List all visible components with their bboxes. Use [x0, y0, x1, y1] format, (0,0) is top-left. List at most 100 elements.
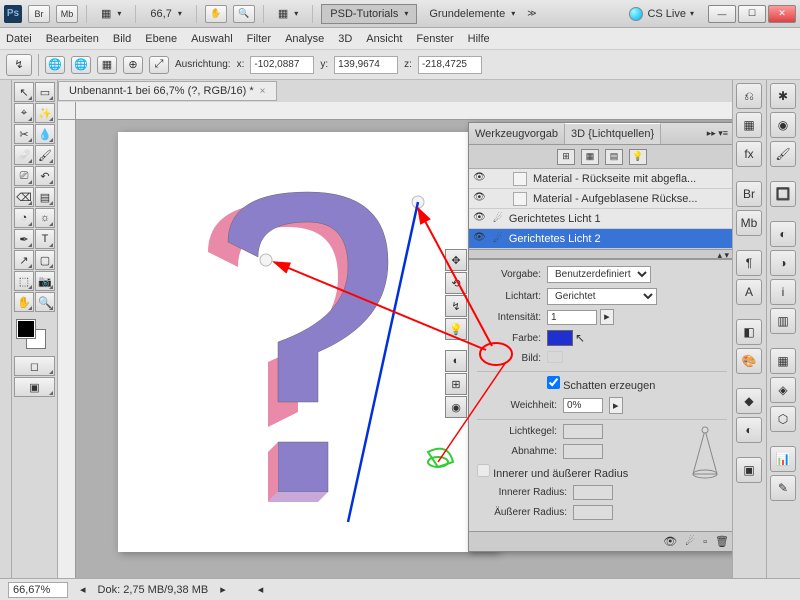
lichtart-select[interactable]: Gerichtet: [547, 288, 657, 305]
intensitat-input[interactable]: [547, 310, 597, 325]
more-icon[interactable]: ≫: [527, 8, 536, 19]
workspace-dropdown[interactable]: PSD-Tutorials: [321, 4, 417, 24]
minibridge-button[interactable]: Mb: [56, 5, 78, 23]
panel2-icon-6[interactable]: ◑: [770, 250, 796, 276]
panel2-icon-2[interactable]: ◉: [770, 112, 796, 138]
panel-icon-8[interactable]: ◧: [736, 319, 762, 345]
panel-icon-1[interactable]: ⎌: [736, 83, 762, 109]
zoom-tool[interactable]: 🔍: [35, 292, 55, 312]
eye-icon[interactable]: 👁: [473, 192, 487, 206]
stamp-tool[interactable]: ⎚: [14, 166, 34, 186]
panel2-icon-13[interactable]: ✎: [770, 475, 796, 501]
eye-icon[interactable]: 👁: [473, 212, 487, 226]
layer-item[interactable]: 👁☄Gerichtetes Licht 1: [469, 209, 732, 229]
3d-tool[interactable]: ⬚: [14, 271, 34, 291]
filter-mesh[interactable]: ▦: [581, 149, 599, 165]
side-tool-7[interactable]: ◉: [445, 396, 467, 418]
path-tool[interactable]: ↗: [14, 250, 34, 270]
side-tool-3[interactable]: ↯: [445, 295, 467, 317]
zoom-field[interactable]: 66,67%: [8, 582, 68, 598]
screenmode-tool[interactable]: ▣: [14, 377, 55, 397]
farbe-swatch[interactable]: [547, 330, 573, 346]
blur-tool[interactable]: ◔: [14, 208, 34, 228]
menu-datei[interactable]: Datei: [6, 33, 32, 45]
menu-fenster[interactable]: Fenster: [416, 33, 453, 45]
light-toggle-icon[interactable]: 👁: [663, 535, 677, 548]
panel-icon-2[interactable]: ▦: [736, 112, 762, 138]
opt-btn-1[interactable]: 🌐: [45, 56, 65, 74]
side-tool-1[interactable]: ✥: [445, 249, 467, 271]
hand-tool[interactable]: ✋: [14, 292, 34, 312]
side-tool-4[interactable]: 💡: [445, 318, 467, 340]
panel-icon-12[interactable]: ▣: [736, 457, 762, 483]
panel2-icon-10[interactable]: ◈: [770, 377, 796, 403]
dodge-tool[interactable]: ☼: [35, 208, 55, 228]
layout-dropdown[interactable]: ▦: [95, 5, 127, 22]
tab-3d-licht[interactable]: 3D {Lichtquellen}: [565, 123, 661, 144]
side-tool-5[interactable]: ◐: [445, 350, 467, 372]
panel-icon-7[interactable]: A: [736, 279, 762, 305]
wand-tool[interactable]: ✨: [35, 103, 55, 123]
new-icon[interactable]: ▫: [703, 536, 707, 548]
panel2-icon-8[interactable]: ▥: [770, 308, 796, 334]
filter-light[interactable]: 💡: [629, 149, 647, 165]
pen-tool[interactable]: ✒: [14, 229, 34, 249]
type-tool[interactable]: T: [35, 229, 55, 249]
status-menu-icon[interactable]: ▸: [220, 583, 226, 596]
shape-tool[interactable]: ▢: [35, 250, 55, 270]
layer-item-selected[interactable]: 👁☄Gerichtetes Licht 2: [469, 229, 732, 249]
lasso-tool[interactable]: ⌖: [14, 103, 34, 123]
current-tool-icon[interactable]: ↯: [6, 54, 32, 76]
maximize-button[interactable]: ☐: [738, 5, 766, 23]
new-light-icon[interactable]: ☄: [685, 535, 695, 548]
heal-tool[interactable]: 🩹: [14, 145, 34, 165]
y-input[interactable]: 139,9674: [334, 56, 398, 74]
eye-icon[interactable]: 👁: [473, 232, 487, 246]
panel-icon-4[interactable]: Br: [736, 181, 762, 207]
cslive-button[interactable]: CS Live▾: [629, 7, 694, 21]
x-input[interactable]: -102,0887: [250, 56, 314, 74]
canvas-area[interactable]: ✥ ⟲ ↯ 💡 ◐ ⊞ ◉ Werkzeugvorgab 3D {Lichtqu…: [58, 102, 732, 578]
delete-icon[interactable]: 🗑: [715, 535, 729, 548]
layer-item[interactable]: 👁Material - Rückseite mit abgefla...: [469, 169, 732, 189]
menu-bild[interactable]: Bild: [113, 33, 131, 45]
3dcam-tool[interactable]: 📷: [35, 271, 55, 291]
minimize-button[interactable]: —: [708, 5, 736, 23]
zoom-button[interactable]: 🔍: [233, 5, 255, 23]
eye-icon[interactable]: 👁: [473, 172, 487, 186]
eraser-tool[interactable]: ⌫: [14, 187, 34, 207]
close-button[interactable]: ✕: [768, 5, 796, 23]
tab-werkzeug[interactable]: Werkzeugvorgab: [469, 124, 565, 144]
panel2-icon-1[interactable]: ✱: [770, 83, 796, 109]
menu-analyse[interactable]: Analyse: [285, 33, 324, 45]
close-tab-icon[interactable]: ×: [260, 86, 266, 97]
menu-hilfe[interactable]: Hilfe: [468, 33, 490, 45]
marquee-tool[interactable]: ▭: [35, 82, 55, 102]
quickmask-tool[interactable]: ◻: [14, 356, 55, 376]
history-tool[interactable]: ↶: [35, 166, 55, 186]
panel2-icon-9[interactable]: ▦: [770, 348, 796, 374]
extras-dropdown[interactable]: ▦: [272, 5, 304, 22]
foreground-color[interactable]: [17, 320, 35, 338]
menu-auswahl[interactable]: Auswahl: [191, 33, 233, 45]
panel2-icon-12[interactable]: 📊: [770, 446, 796, 472]
opt-btn-4[interactable]: ⊕: [123, 56, 143, 74]
panel-icon-11[interactable]: ◐: [736, 417, 762, 443]
panel2-icon-11[interactable]: ⬡: [770, 406, 796, 432]
workspace2-dropdown[interactable]: Grundelemente: [423, 6, 521, 22]
side-tool-2[interactable]: ⟲: [445, 272, 467, 294]
scrollbar-h-left[interactable]: ◂: [258, 583, 264, 596]
panel2-icon-7[interactable]: i: [770, 279, 796, 305]
color-swatches[interactable]: [14, 317, 55, 349]
side-tool-6[interactable]: ⊞: [445, 373, 467, 395]
menu-ansicht[interactable]: Ansicht: [366, 33, 402, 45]
canvas[interactable]: [118, 132, 498, 552]
schatten-checkbox[interactable]: Schatten erzeugen: [547, 376, 655, 392]
hand-button[interactable]: ✋: [205, 5, 227, 23]
weichheit-input[interactable]: [563, 398, 603, 413]
menu-filter[interactable]: Filter: [247, 33, 271, 45]
filter-scene[interactable]: ⊞: [557, 149, 575, 165]
panel2-icon-3[interactable]: 🖌: [770, 141, 796, 167]
panel-menu-icon[interactable]: ▸▸ ▾≡: [701, 128, 732, 139]
zoom-dropdown[interactable]: 66,7: [144, 6, 187, 22]
